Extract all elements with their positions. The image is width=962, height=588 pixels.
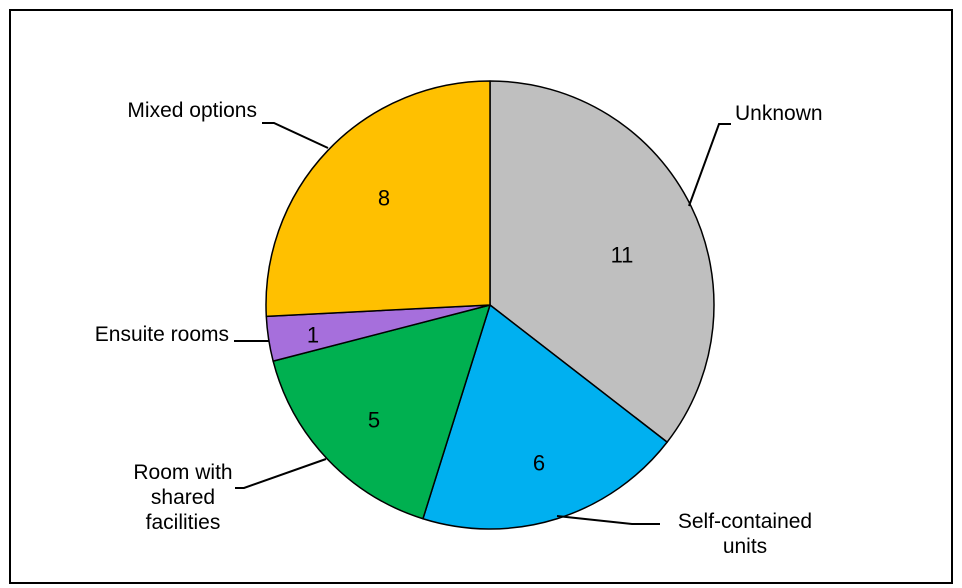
value-label-unknown: 11 [611, 243, 634, 268]
category-label-mixed-options: Mixed options [127, 99, 257, 122]
value-label-room-with-shared-facilities: 5 [368, 408, 380, 433]
pie-slice-self-contained-units [422, 304, 668, 530]
leader-line-self-contained-units [556, 515, 660, 525]
pie-slice-room-with-shared-facilities [272, 304, 491, 520]
pie-slice-unknown [489, 80, 715, 443]
pie-slices [265, 80, 715, 530]
category-label-room-with-shared-facilities: Room with shared facilities [133, 461, 232, 534]
category-label-self-contained-units: Self-contained units [678, 510, 812, 558]
value-label-mixed-options: 8 [378, 186, 390, 211]
category-labels: Unknown Self-contained units Room with share… [95, 99, 823, 558]
leader-line-unknown [688, 123, 731, 207]
category-label-unknown: Unknown [735, 102, 823, 125]
leader-lines [234, 122, 731, 525]
value-label-ensuite-rooms: 1 [307, 323, 319, 348]
pie-slice-mixed-options [265, 80, 491, 318]
value-label-self-contained-units: 6 [533, 451, 545, 476]
leader-line-room-with-shared-facilities [235, 458, 327, 489]
value-labels: 11 6 5 1 8 [307, 186, 634, 476]
category-label-ensuite-rooms: Ensuite rooms [95, 323, 229, 346]
leader-line-mixed-options [262, 122, 329, 149]
